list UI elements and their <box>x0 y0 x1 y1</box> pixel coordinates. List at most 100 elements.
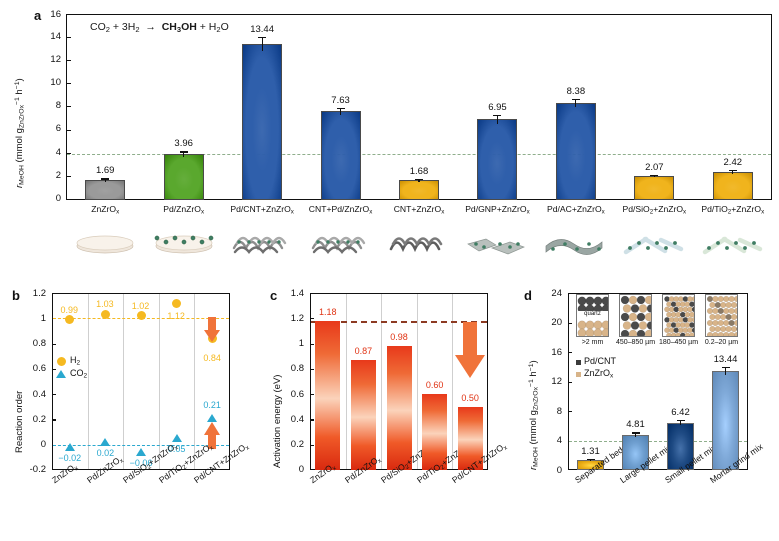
error-cap-top-2 <box>258 36 267 38</box>
error-cap-top-1 <box>179 151 188 153</box>
h2-value-label-2: 1.02 <box>131 300 150 311</box>
bed-illustration-3 <box>705 294 738 337</box>
bar-3[interactable] <box>422 394 448 470</box>
x-axis-label-2: Pd/CNT+ZnZrOx <box>230 204 294 216</box>
cnt-plus-pd-oxide-icon <box>308 222 374 260</box>
co2-point-0[interactable] <box>64 442 75 451</box>
pd-gnp-plus-oxide-icon <box>464 222 530 260</box>
x-axis-label-8: Pd/TiO2+ZnZrOx <box>701 204 765 216</box>
grid-line-1 <box>87 294 89 469</box>
panel-d-label: d <box>524 288 532 303</box>
panel-a-y-axis-title: rMeOH (mmol gZnZrOx−1 h−1) <box>14 78 26 188</box>
quartz-label: quartz <box>577 311 608 317</box>
ea-down-arrow <box>454 321 486 384</box>
co2-value-label-2: −0.06 <box>129 458 153 469</box>
bar-8[interactable] <box>712 171 753 200</box>
x-axis-label-3: CNT+Pd/ZnZrOx <box>308 204 373 216</box>
grid-line-4 <box>452 294 454 469</box>
co2-point-1[interactable] <box>100 437 111 446</box>
grid-line-4 <box>194 294 196 469</box>
bar-4[interactable] <box>399 180 439 200</box>
h2-point-1[interactable] <box>100 309 110 319</box>
grid-line-1 <box>345 294 347 469</box>
co2-value-label-3: 0.05 <box>167 444 186 455</box>
pd-cnt-plus-oxide-icon <box>229 222 295 260</box>
grid-line-3 <box>416 294 418 469</box>
panel-d: d rMeOH (mmol gZnZrOx−1 h−1) 24 20 16 12… <box>524 288 765 486</box>
bar-value-label-3: 0.60 <box>425 380 444 391</box>
h2-down-arrow <box>203 317 221 348</box>
legend-h2-label: H2 <box>70 355 81 367</box>
bed-size-label-1: 450–850 µm <box>615 339 656 346</box>
bar-value-label-1: 0.87 <box>354 346 373 356</box>
panel-a: a rMeOH (mmol gZnZrOx−1 h−1) 16 14 12 10… <box>14 8 772 260</box>
panel-b-plot-frame <box>52 293 230 470</box>
error-bar-1 <box>634 432 637 437</box>
x-axis-label-6: Pd/AC+ZnZrOx <box>546 204 605 216</box>
h2-point-2[interactable] <box>136 311 146 321</box>
co2-point-3[interactable] <box>171 433 182 442</box>
pd-ac-plus-oxide-icon <box>543 222 609 260</box>
bar-2[interactable] <box>667 422 694 470</box>
bar-value-label-2: 13.44 <box>250 23 274 35</box>
bar-4[interactable] <box>457 406 483 470</box>
bed-size-label-0: >2 mm <box>581 339 604 346</box>
oxide-slab-icon <box>72 222 138 260</box>
error-cap-top-0 <box>101 178 110 180</box>
legend-pdcnt-swatch <box>576 360 581 365</box>
legend-znzrox-label: ZnZrOx <box>584 368 614 380</box>
bar-5[interactable] <box>477 119 518 200</box>
error-cap-top-2 <box>676 420 685 422</box>
co2-point-2[interactable] <box>136 447 146 456</box>
bar-6[interactable] <box>555 102 596 200</box>
bar-0[interactable] <box>315 320 341 470</box>
bed-illustration-1 <box>619 294 652 337</box>
error-bar-5 <box>496 114 499 124</box>
bar-2[interactable] <box>242 43 283 200</box>
bar-value-label-1: 3.96 <box>174 138 193 150</box>
error-cap-top-8 <box>728 170 737 172</box>
x-axis-label-7: Pd/SiO2+ZnZrOx <box>622 204 687 216</box>
bar-value-label-0: 1.18 <box>319 306 337 317</box>
bar-1[interactable] <box>350 360 376 470</box>
bar-3[interactable] <box>320 111 361 200</box>
error-bar-2 <box>261 36 263 51</box>
bar-0[interactable] <box>85 180 126 200</box>
bar-1[interactable] <box>163 153 204 200</box>
h2-point-0[interactable] <box>65 315 75 325</box>
h2-point-3[interactable] <box>172 298 182 308</box>
error-bar-0 <box>104 178 106 183</box>
bed-size-label-2: 180–450 µm <box>658 339 699 346</box>
legend-znzrox-swatch <box>576 372 581 377</box>
x-axis-label-5: Pd/GNP+ZnZrOx <box>465 204 530 216</box>
bar-3[interactable] <box>712 370 739 470</box>
bar-value-label-7: 2.07 <box>645 161 664 173</box>
h2-value-label-0: 0.99 <box>60 304 79 315</box>
error-cap-top-6 <box>571 98 580 100</box>
co2-point-4[interactable] <box>207 413 218 422</box>
error-bar-6 <box>575 98 577 107</box>
bar-value-label-0: 1.69 <box>95 165 115 177</box>
error-bar-3 <box>724 366 727 376</box>
bar-2[interactable] <box>386 346 412 470</box>
error-cap-top-1 <box>631 432 640 434</box>
h2-value-label-1: 1.03 <box>96 299 114 310</box>
grid-line-2 <box>123 294 125 469</box>
error-cap-top-7 <box>650 174 659 176</box>
grid-line-3 <box>158 294 160 469</box>
error-cap-top-3 <box>721 366 730 368</box>
reference-line-1 <box>53 444 229 446</box>
error-bar-2 <box>679 420 682 426</box>
panel-a-reaction-equation: CO2 + 3H2 → CH3OH + H2O <box>90 21 229 34</box>
bar-value-label-1: 4.81 <box>626 419 645 431</box>
x-axis-label-4: CNT+ZnZrOx <box>393 204 445 216</box>
co2-up-arrow <box>203 422 221 455</box>
bar-value-label-0: 1.31 <box>581 446 600 458</box>
bar-value-label-2: 0.98 <box>390 332 408 343</box>
panel-d-reference-line <box>569 440 747 442</box>
bar-7[interactable] <box>634 175 675 200</box>
pd-sio2-plus-oxide-icon <box>621 222 687 260</box>
cnt-plus-oxide-icon <box>386 222 452 260</box>
panel-b-label: b <box>12 288 20 303</box>
co2-value-label-0: −0.02 <box>58 453 82 464</box>
